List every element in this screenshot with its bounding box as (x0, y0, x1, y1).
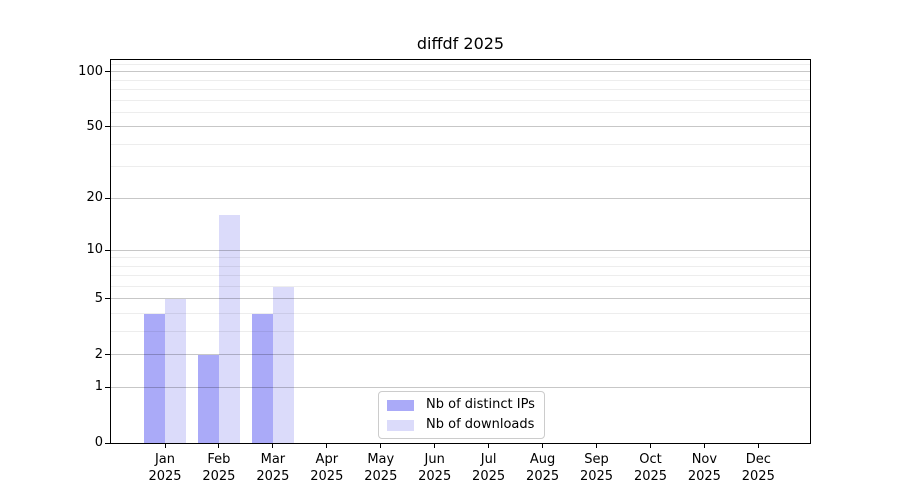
x-tick-mark (703, 444, 705, 448)
year-label: 2025 (364, 469, 398, 484)
x-tick-label-may: May 2025 (349, 451, 413, 485)
year-label: 2025 (741, 469, 775, 484)
x-tick-mark (596, 444, 597, 448)
x-tick-mark (757, 444, 759, 448)
legend-swatch-downloads (387, 419, 414, 431)
x-tick-label-sep: Sep 2025 (565, 451, 629, 485)
bar-feb-downloads (218, 215, 241, 443)
x-tick-mark (380, 444, 382, 448)
year-label: 2025 (310, 469, 344, 484)
month-label: Apr (315, 452, 339, 467)
year-label: 2025 (256, 469, 290, 484)
bars-layer (111, 60, 810, 443)
month-label: Sep (584, 452, 609, 467)
month-label: Jan (154, 452, 176, 467)
x-tick-label-aug: Aug 2025 (511, 451, 575, 485)
x-tick-mark (326, 444, 328, 448)
x-tick-label-mar: Mar 2025 (241, 451, 305, 485)
month-label: Aug (529, 452, 556, 467)
y-tick-label: 50 (86, 118, 103, 134)
x-tick-mark (650, 444, 651, 448)
y-tick-mark (105, 298, 110, 300)
month-label: Jul (480, 452, 497, 467)
year-label: 2025 (472, 469, 506, 484)
y-tick-label: 10 (86, 242, 103, 258)
month-label: Jun (424, 452, 445, 467)
year-label: 2025 (687, 469, 721, 484)
x-tick-mark (164, 444, 166, 448)
x-tick-label-oct: Oct 2025 (619, 451, 683, 485)
plot-area: 100 50 20 10 5 2 1 0 Jan 2025 Feb 2025 Mar 2025 Apr 202… (78, 60, 810, 484)
y-tick-label: 20 (86, 190, 103, 206)
legend: Nb of distinct IPs Nb of downloads (378, 391, 545, 439)
x-tick-label-jan: Jan 2025 (133, 451, 197, 485)
month-label: Oct (639, 452, 662, 467)
x-tick-mark (542, 444, 544, 448)
chart-title: diffdf 2025 (416, 34, 505, 53)
year-label: 2025 (633, 469, 668, 484)
month-label: Mar (260, 452, 286, 467)
legend-label-distinct-ips: Nb of distinct IPs (426, 397, 535, 412)
month-label: Feb (207, 452, 231, 467)
x-tick-mark (434, 444, 436, 448)
bar-jan-distinct-ips (143, 313, 165, 443)
year-label: 2025 (418, 469, 452, 484)
bar-mar-distinct-ips (251, 313, 273, 443)
month-label: Dec (745, 452, 771, 467)
month-label: Nov (691, 452, 718, 467)
y-tick-mark (105, 126, 110, 128)
y-tick-mark (105, 71, 110, 73)
legend-swatch-distinct-ips (387, 399, 414, 411)
y-tick-label: 5 (94, 290, 103, 306)
legend-label-downloads: Nb of downloads (426, 417, 535, 432)
x-tick-label-jun: Jun 2025 (403, 451, 467, 485)
bar-jan-downloads (165, 298, 187, 443)
y-tick-mark (105, 249, 110, 251)
x-tick-mark (218, 444, 220, 448)
legend-item-downloads: Nb of downloads (387, 417, 535, 433)
x-tick-label-jul: Jul 2025 (457, 451, 521, 485)
x-tick-mark (272, 444, 274, 448)
y-tick-mark (105, 197, 110, 199)
year-label: 2025 (148, 469, 182, 484)
bar-mar-downloads (272, 286, 295, 443)
year-label: 2025 (579, 469, 614, 484)
y-tick-mark (105, 442, 110, 444)
legend-item-distinct-ips: Nb of distinct IPs (387, 397, 535, 413)
x-tick-label-nov: Nov 2025 (672, 451, 736, 485)
x-tick-label-apr: Apr 2025 (295, 451, 359, 485)
y-tick-label: 0 (94, 435, 103, 450)
month-label: May (367, 452, 395, 467)
y-tick-label: 100 (78, 63, 103, 79)
year-label: 2025 (202, 469, 236, 484)
year-label: 2025 (526, 469, 560, 484)
x-tick-label-dec: Dec 2025 (726, 451, 790, 485)
x-tick-label-feb: Feb 2025 (187, 451, 251, 485)
bar-feb-distinct-ips (197, 354, 219, 443)
y-tick-mark (105, 354, 110, 356)
y-tick-label: 1 (94, 379, 103, 395)
y-tick-mark (105, 386, 110, 388)
y-tick-label: 2 (94, 346, 103, 362)
x-tick-mark (488, 444, 490, 448)
